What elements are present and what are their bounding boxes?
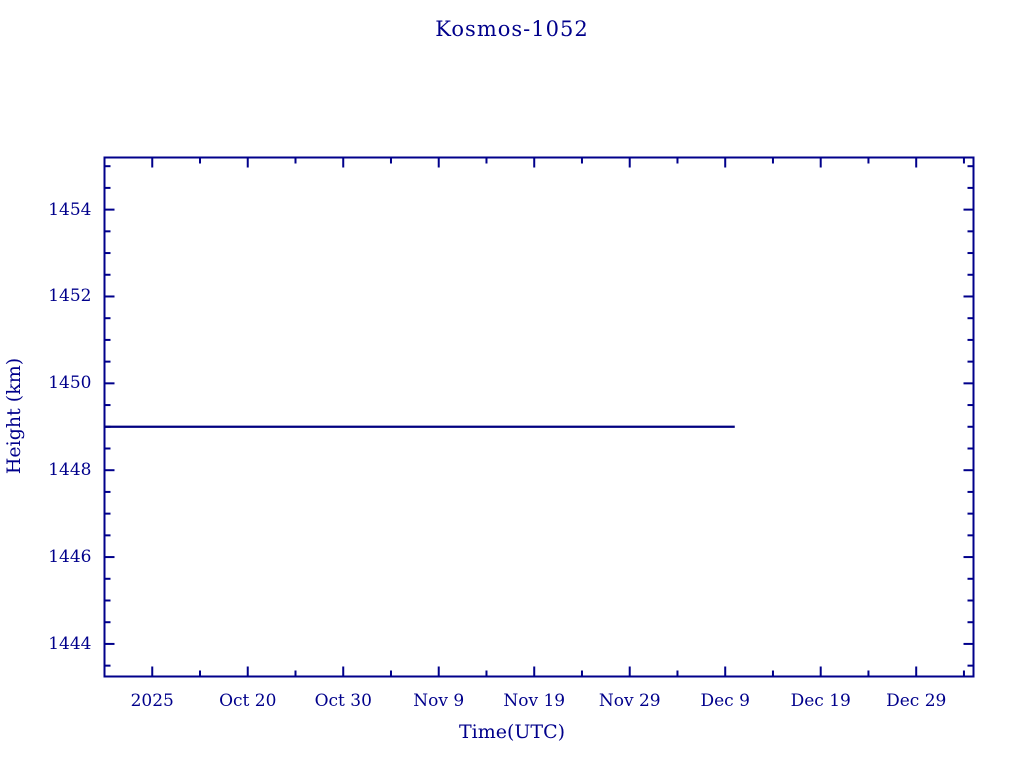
y-axis-tick-label: 1450 — [48, 373, 92, 394]
y-axis-tick-label: 1454 — [48, 199, 92, 220]
x-axis-tick-label: Nov 19 — [503, 690, 566, 711]
x-axis-tick-label: Oct 30 — [314, 690, 372, 711]
x-axis-tick-label: Dec 29 — [886, 690, 947, 711]
x-axis-tick-label: Nov 29 — [598, 690, 661, 711]
y-axis-tick-label: 1444 — [48, 633, 92, 654]
x-axis-tick-label: 2025 — [130, 690, 174, 711]
y-axis-tick-label: 1452 — [48, 286, 92, 307]
x-axis-title: Time(UTC) — [458, 720, 566, 743]
y-axis-title: Height (km) — [3, 357, 25, 475]
x-axis-tick-label: Oct 20 — [219, 690, 277, 711]
x-axis-tick-label: Dec 9 — [700, 690, 750, 711]
x-axis-tick-label: Nov 9 — [413, 690, 465, 711]
y-axis-tick-label: 1446 — [48, 547, 92, 568]
plot-frame — [103, 156, 975, 678]
chart-title: Kosmos-1052 — [435, 17, 589, 41]
y-axis-tick-label: 1448 — [48, 460, 92, 481]
x-axis-tick-label: Dec 19 — [790, 690, 851, 711]
